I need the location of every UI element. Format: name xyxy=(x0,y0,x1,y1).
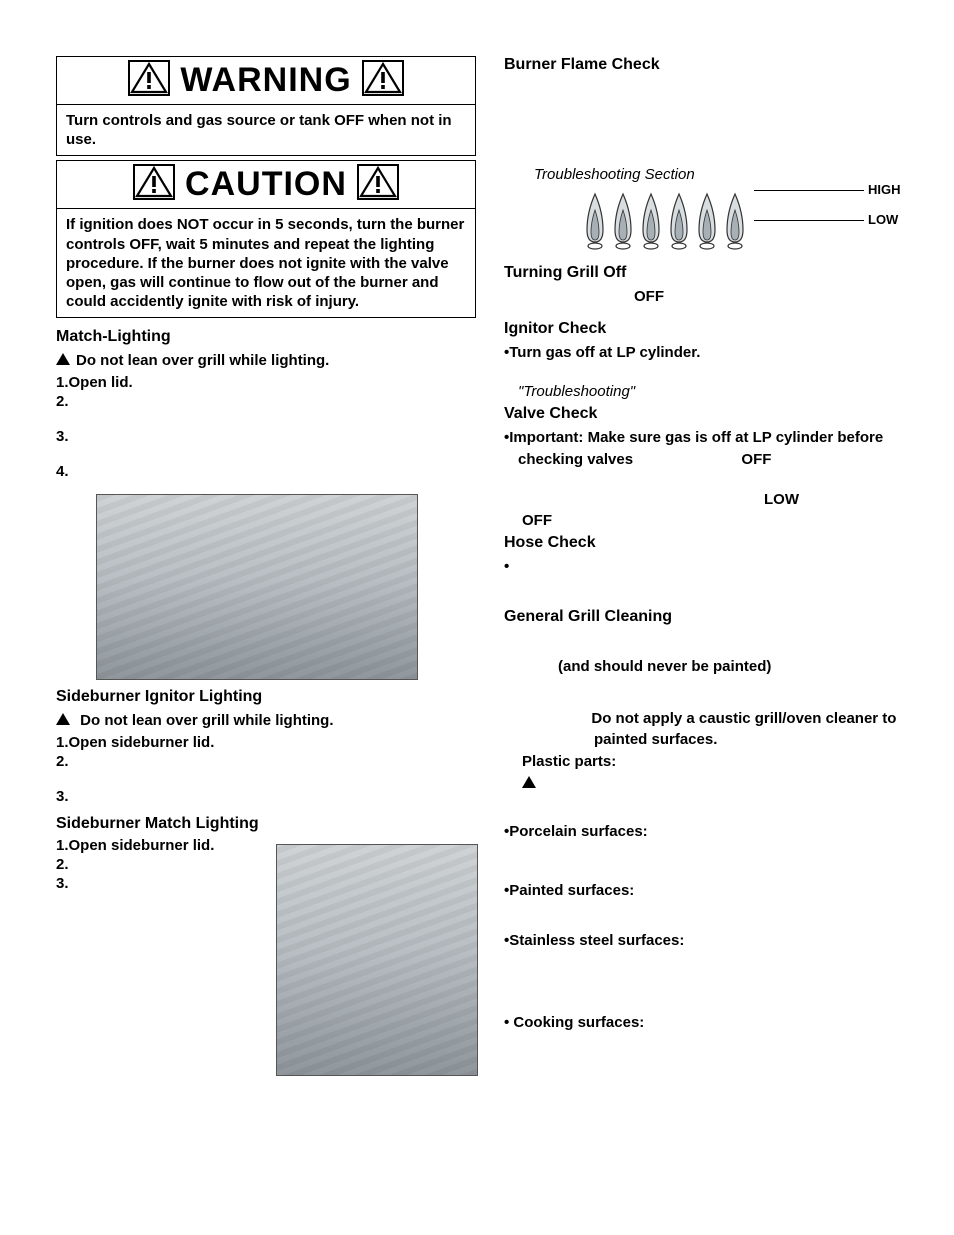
caustic-text: Do not apply a caustic grill/oven cleane… xyxy=(591,710,896,749)
never-painted: (and should never be painted) xyxy=(558,656,912,678)
warning-triangle-icon-right xyxy=(362,60,404,101)
sb-match-heading: Sideburner Match Lighting xyxy=(56,815,476,833)
triangle-bullet-icon xyxy=(56,350,70,372)
left-column: WARNING Turn controls and gas source or … xyxy=(56,56,476,1195)
caution-header: CAUTION xyxy=(57,161,475,209)
porcelain-surfaces: •Porcelain surfaces: xyxy=(504,821,912,843)
ml-step-4: 4. xyxy=(56,463,476,480)
valve-check-line1b-text: checking valves xyxy=(504,451,633,468)
valve-check-heading: Valve Check xyxy=(504,405,912,423)
sb-ignitor-warn-text: Do not lean over grill while lighting. xyxy=(80,712,333,729)
ignitor-check-heading: Ignitor Check xyxy=(504,320,912,338)
ml-step-1: 1.Open lid. xyxy=(56,374,476,391)
sb-ignitor-warn: Do not lean over grill while lighting. xyxy=(56,710,476,732)
sbi-step-3: 3. xyxy=(56,788,476,805)
valve-off-left: OFF xyxy=(522,510,912,532)
flames-row xyxy=(584,192,746,250)
flames-diagram: HIGH LOW xyxy=(584,186,746,256)
plastic-parts: Plastic parts: xyxy=(522,751,912,773)
warning-title: WARNING xyxy=(180,61,351,100)
warning-box: WARNING Turn controls and gas source or … xyxy=(56,56,476,156)
valve-check-off-inline: OFF xyxy=(741,451,771,468)
caution-triangle-icon-left xyxy=(133,164,175,205)
high-label: HIGH xyxy=(868,182,901,197)
caution-triangle-icon-right xyxy=(357,164,399,205)
ml-step-3: 3. xyxy=(56,428,476,445)
flame-icon xyxy=(612,192,634,250)
flame-icon xyxy=(668,192,690,250)
caution-box: CAUTION If ignition does NOT occur in 5 … xyxy=(56,160,476,318)
sideburner-illustration xyxy=(276,844,478,1076)
low-label: LOW xyxy=(868,212,898,227)
burner-flame-heading: Burner Flame Check xyxy=(504,56,912,74)
valve-check-line1a: •Important: Make sure gas is off at LP c… xyxy=(504,427,912,449)
sbi-step-1: 1.Open sideburner lid. xyxy=(56,734,476,751)
hose-check-bullet: • xyxy=(504,556,912,578)
flame-icon xyxy=(696,192,718,250)
flame-icon xyxy=(584,192,606,250)
sbi-step-2: 2. xyxy=(56,753,476,770)
flame-icon xyxy=(640,192,662,250)
stainless-surfaces: •Stainless steel surfaces: xyxy=(504,930,912,952)
warning-triangle-icon-left xyxy=(128,60,170,101)
sb-ignitor-heading: Sideburner Ignitor Lighting xyxy=(56,688,476,706)
painted-surfaces: •Painted surfaces: xyxy=(504,880,912,902)
caustic-warning: xxxxDo not apply a caustic grill/oven cl… xyxy=(558,708,912,752)
flame-icon xyxy=(724,192,746,250)
spacer xyxy=(504,78,912,164)
cooking-surfaces: • Cooking surfaces: xyxy=(504,1012,912,1034)
triangle-marker xyxy=(522,773,912,795)
low-leader-line xyxy=(754,220,864,221)
triangle-bullet-icon xyxy=(56,710,70,732)
turning-off-heading: Turning Grill Off xyxy=(504,264,912,282)
valve-check-line1b: checking valves OFF xyxy=(504,449,912,471)
caution-title: CAUTION xyxy=(185,165,347,204)
troubleshooting-ref: Troubleshooting Section xyxy=(534,164,912,186)
right-column: Burner Flame Check Troubleshooting Secti… xyxy=(504,56,912,1195)
turning-off-off: OFF xyxy=(634,286,912,308)
warning-body: Turn controls and gas source or tank OFF… xyxy=(57,105,475,155)
troubleshooting-quote: "Troubleshooting" xyxy=(518,381,912,403)
match-lighting-warn: Do not lean over grill while lighting. xyxy=(56,350,476,372)
ml-step-2: 2. xyxy=(56,393,476,410)
ignitor-check-line1: •Turn gas off at LP cylinder. xyxy=(504,342,912,364)
high-leader-line xyxy=(754,190,864,191)
page: WARNING Turn controls and gas source or … xyxy=(0,0,954,1235)
grill-illustration xyxy=(96,494,418,680)
match-lighting-warn-text: Do not lean over grill while lighting. xyxy=(76,352,329,369)
hose-check-heading: Hose Check xyxy=(504,534,912,552)
cleaning-heading: General Grill Cleaning xyxy=(504,608,912,626)
valve-low: LOW xyxy=(764,489,912,511)
caution-body: If ignition does NOT occur in 5 seconds,… xyxy=(57,209,475,317)
warning-header: WARNING xyxy=(57,57,475,105)
match-lighting-heading: Match-Lighting xyxy=(56,328,476,346)
